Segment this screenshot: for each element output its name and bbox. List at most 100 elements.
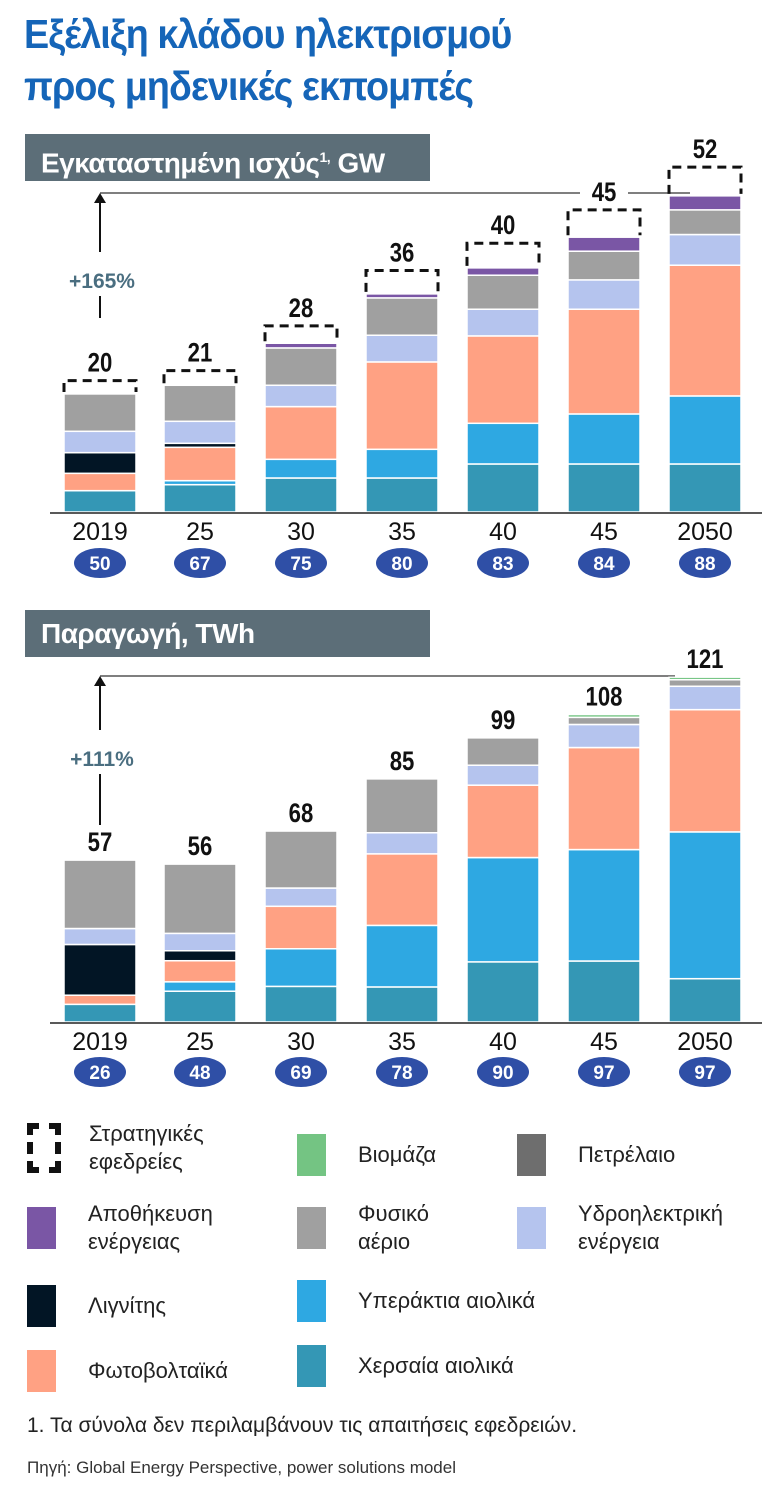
total-label-bg bbox=[681, 133, 729, 162]
bar-segment-solar bbox=[668, 708, 742, 833]
legend-swatch bbox=[297, 1134, 326, 1176]
total-label-bg bbox=[479, 703, 527, 732]
bar-segment-gas bbox=[567, 250, 641, 281]
total-label: 45 bbox=[592, 178, 617, 208]
badge bbox=[74, 1057, 126, 1087]
bar-segment-onshore bbox=[466, 463, 540, 513]
badge-value: 69 bbox=[290, 1063, 311, 1084]
legend-item-offshore: Υπεράκτια αιολικά bbox=[297, 1280, 535, 1322]
bar-segment-reserve bbox=[263, 324, 339, 342]
badge-value: 88 bbox=[694, 554, 715, 575]
bar-segment-hydro bbox=[365, 832, 439, 855]
total-label: 21 bbox=[188, 339, 213, 369]
x-tick-label: 30 bbox=[287, 518, 315, 546]
bar-segment-reserve bbox=[162, 369, 238, 384]
badge-value: 75 bbox=[290, 554, 312, 575]
legend-item-reserve: Στρατηγικές εφεδρείες bbox=[27, 1120, 204, 1176]
total-label: 40 bbox=[491, 211, 516, 241]
bar-segment-gas bbox=[668, 678, 742, 688]
bar-segment-gas bbox=[63, 859, 137, 930]
bar-segment-storage bbox=[567, 236, 641, 252]
capacity-unit: GW bbox=[337, 147, 385, 179]
x-tick-label: 45 bbox=[590, 1028, 618, 1056]
arrow-up-icon bbox=[94, 193, 106, 203]
legend-item-oil: Πετρέλαιο bbox=[517, 1134, 675, 1176]
bar-segment-hydro bbox=[264, 887, 338, 908]
total-label-bg bbox=[681, 643, 729, 672]
bar-segment-storage bbox=[466, 267, 540, 276]
badge bbox=[376, 1057, 428, 1087]
total-label-bg bbox=[176, 336, 224, 365]
bar-segment-onshore bbox=[365, 477, 439, 513]
bar-segment-hydro bbox=[567, 279, 641, 310]
x-tick-label: 2050 bbox=[677, 1028, 733, 1056]
bar-segment-hydro bbox=[466, 308, 540, 337]
x-tick-label: 2019 bbox=[72, 1028, 128, 1056]
chart-title: Εξέλιξη κλάδου ηλεκτρισμού προς μηδενικέ… bbox=[24, 8, 512, 112]
total-label-bg bbox=[76, 346, 124, 375]
legend-label: Φωτοβολταϊκά bbox=[88, 1358, 228, 1383]
bar-segment-solar bbox=[466, 335, 540, 425]
total-label: 20 bbox=[88, 349, 113, 379]
source: Πηγή: Global Energy Perspective, power s… bbox=[27, 1458, 456, 1477]
bar-segment-onshore bbox=[264, 985, 338, 1023]
growth-label-bg bbox=[60, 252, 144, 296]
legend-item-lignite: Λιγνίτης bbox=[27, 1285, 166, 1327]
badge bbox=[578, 548, 630, 578]
badge-value: 80 bbox=[391, 554, 412, 575]
legend-swatch bbox=[27, 1207, 56, 1249]
legend-label: Υπεράκτια αιολικά bbox=[358, 1288, 536, 1313]
bar-segment-solar bbox=[264, 905, 338, 950]
badge bbox=[578, 1057, 630, 1087]
bar-segment-offshore bbox=[264, 948, 338, 988]
legend-swatch bbox=[27, 1285, 56, 1327]
x-tick-label: 40 bbox=[489, 518, 517, 546]
capacity-panel-header: Εγκαταστημένη ισχύς1, GW bbox=[25, 134, 430, 181]
footnote-marker: 1, bbox=[319, 149, 331, 165]
legend-item-gas: Φυσικό αέριο bbox=[297, 1200, 429, 1256]
bar-segment-solar bbox=[63, 994, 137, 1006]
x-tick-label: 25 bbox=[186, 1028, 214, 1056]
generation-chart: +111% 57 2019 26 56 25 48 68 30 69 85 35 78 99 40 90 108… bbox=[50, 643, 762, 1087]
bar-segment-hydro bbox=[668, 233, 742, 266]
legend-label: Λιγνίτης bbox=[88, 1293, 166, 1318]
title-line-2: προς μηδενικές εκπομπές bbox=[24, 63, 474, 109]
bar-segment-offshore bbox=[567, 848, 641, 962]
total-label: 108 bbox=[586, 683, 623, 713]
total-label: 28 bbox=[289, 294, 314, 324]
badge bbox=[174, 548, 226, 578]
badge bbox=[275, 1057, 327, 1087]
bar-segment-solar bbox=[567, 746, 641, 851]
x-tick-label: 2050 bbox=[677, 518, 733, 546]
x-tick-label: 45 bbox=[590, 518, 618, 546]
badge-value: 97 bbox=[694, 1063, 715, 1084]
bar-segment-hydro bbox=[567, 723, 641, 749]
bar-segment-gas bbox=[163, 863, 237, 935]
badge-value: 97 bbox=[593, 1063, 614, 1084]
total-label: 85 bbox=[390, 747, 415, 777]
total-label: 121 bbox=[687, 645, 724, 675]
total-label-bg bbox=[580, 175, 628, 204]
legend-swatch bbox=[297, 1280, 326, 1322]
total-label-bg bbox=[580, 680, 628, 709]
bar-segment-gas bbox=[365, 297, 439, 336]
legend-swatch bbox=[297, 1345, 326, 1387]
bar-segment-storage bbox=[264, 342, 338, 349]
legend-swatch bbox=[517, 1134, 546, 1176]
bar-segment-solar bbox=[466, 784, 540, 859]
bar-segment-offshore bbox=[668, 831, 742, 980]
bar-segment-onshore bbox=[466, 961, 540, 1023]
bar-segment-gas bbox=[466, 737, 540, 766]
badge-value: 67 bbox=[189, 554, 210, 575]
bar-segment-offshore bbox=[466, 856, 540, 963]
bar-segment-gas bbox=[264, 830, 338, 889]
total-label-bg bbox=[176, 830, 224, 859]
bar-segment-onshore bbox=[163, 990, 237, 1023]
bar-segment-solar bbox=[365, 853, 439, 927]
total-label: 99 bbox=[491, 706, 516, 736]
badge-value: 50 bbox=[89, 554, 110, 575]
bar-segment-onshore bbox=[567, 960, 641, 1023]
title-line-1: Εξέλιξη κλάδου ηλεκτρισμού bbox=[24, 11, 512, 57]
legend-label: Φυσικό αέριο bbox=[358, 1201, 430, 1254]
bar-segment-gas bbox=[567, 716, 641, 726]
